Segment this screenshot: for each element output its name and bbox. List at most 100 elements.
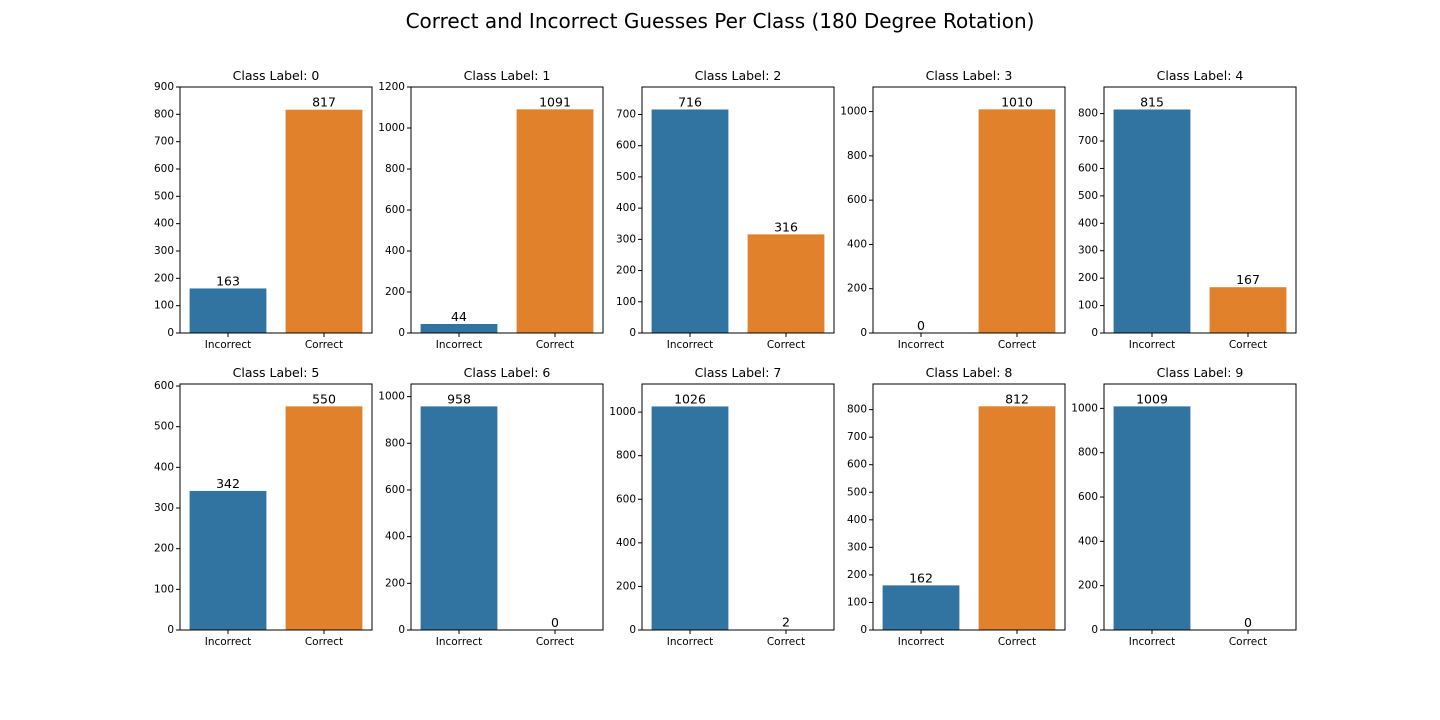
chart-5-bar-correct [285, 406, 363, 630]
chart-7-ytick-label-4: 800 [616, 450, 636, 462]
chart-4-ytick-label-4: 400 [1078, 217, 1098, 229]
chart-7-xtick-label-1: Correct [767, 636, 805, 648]
chart-1-xtick-label-0: Incorrect [436, 339, 483, 351]
chart-6-xtick-label-0: Incorrect [436, 636, 483, 648]
chart-4-bar-correct [1209, 287, 1287, 333]
chart-4-ytick-label-8: 800 [1078, 108, 1098, 120]
chart-4-xtick-label-1: Correct [1229, 339, 1267, 351]
chart-6-bar-incorrect [420, 406, 498, 630]
chart-3-title: Class Label: 3 [926, 68, 1013, 83]
chart-1-title: Class Label: 1 [464, 68, 551, 83]
chart-5-ytick-label-4: 400 [154, 461, 174, 473]
chart-8-bar-correct [978, 406, 1056, 630]
chart-8-ytick-label-1: 100 [847, 596, 867, 608]
chart-3-ytick-label-4: 800 [847, 150, 867, 162]
chart-9-ytick-label-3: 600 [1078, 491, 1098, 503]
chart-3-ytick-label-2: 400 [847, 238, 867, 250]
chart-2-frame [641, 86, 835, 334]
chart-2-xtick-label-1: Correct [767, 339, 805, 351]
chart-3-ytick-label-3: 600 [847, 194, 867, 206]
chart-6-ytick-label-3: 600 [385, 484, 405, 496]
chart-5-ytick-label-3: 300 [154, 502, 174, 514]
chart-2-bar-incorrect [651, 109, 729, 333]
chart-0-ytick-label-4: 400 [154, 218, 174, 230]
chart-0-bar-incorrect [189, 288, 267, 333]
chart-6-ytick-label-4: 800 [385, 437, 405, 449]
chart-4-xtick-label-0: Incorrect [1129, 339, 1176, 351]
chart-8-ytick-label-6: 600 [847, 459, 867, 471]
chart-0-xtick-label-1: Correct [305, 339, 343, 351]
chart-0-data-label-1: 817 [312, 95, 336, 110]
chart-0-data-label-0: 163 [216, 273, 240, 288]
chart-2-ytick-label-0: 0 [629, 327, 636, 339]
chart-1-data-label-0: 44 [451, 309, 467, 324]
chart-7-ytick-label-5: 1000 [609, 406, 636, 418]
chart-5-frame [179, 383, 373, 631]
chart-9-ytick-label-0: 0 [1091, 624, 1098, 636]
chart-5-ytick-label-0: 0 [167, 624, 174, 636]
chart-5-ytick-label-6: 600 [154, 380, 174, 392]
chart-2-ytick-label-6: 600 [616, 140, 636, 152]
chart-1-bar-correct [516, 109, 594, 333]
chart-3-frame [872, 86, 1066, 334]
chart-0-ytick-label-7: 700 [154, 136, 174, 148]
chart-3-ytick-label-5: 1000 [840, 106, 867, 118]
chart-1-ytick-label-6: 1200 [378, 81, 405, 93]
chart-5-xtick-label-0: Incorrect [205, 636, 252, 648]
chart-8-xtick-label-0: Incorrect [898, 636, 945, 648]
chart-6-ytick-label-1: 200 [385, 577, 405, 589]
chart-1-frame [410, 86, 604, 334]
chart-7-xtick-label-0: Incorrect [667, 636, 714, 648]
chart-9-xtick-label-0: Incorrect [1129, 636, 1176, 648]
chart-5-data-label-1: 550 [312, 391, 336, 406]
chart-0-ytick-label-6: 600 [154, 163, 174, 175]
chart-4-ytick-label-7: 700 [1078, 135, 1098, 147]
chart-4-data-label-0: 815 [1140, 94, 1164, 109]
chart-0-ytick-label-9: 900 [154, 81, 174, 93]
chart-7-bar-incorrect [651, 406, 729, 630]
chart-1-ytick-label-3: 600 [385, 204, 405, 216]
chart-6-ytick-label-0: 0 [398, 624, 405, 636]
chart-3-xtick-label-0: Incorrect [898, 339, 945, 351]
chart-2-data-label-0: 716 [678, 94, 702, 109]
chart-4-title: Class Label: 4 [1157, 68, 1244, 83]
chart-2-ytick-label-4: 400 [616, 202, 636, 214]
chart-7-ytick-label-2: 400 [616, 537, 636, 549]
chart-0-bar-correct [285, 109, 363, 333]
chart-1-ytick-label-5: 1000 [378, 122, 405, 134]
chart-8-ytick-label-7: 700 [847, 431, 867, 443]
chart-7-data-label-0: 1026 [674, 391, 706, 406]
chart-title: Correct and Incorrect Guesses Per Class … [405, 9, 1035, 33]
chart-3-data-label-1: 1010 [1001, 94, 1033, 109]
chart-4-ytick-label-5: 500 [1078, 190, 1098, 202]
chart-1-data-label-1: 1091 [539, 94, 571, 109]
chart-0-title: Class Label: 0 [233, 68, 320, 83]
chart-6-title: Class Label: 6 [464, 365, 551, 380]
chart-2-ytick-label-5: 500 [616, 171, 636, 183]
chart-4-frame [1103, 86, 1297, 334]
chart-8-data-label-0: 162 [909, 570, 933, 585]
chart-9-xtick-label-1: Correct [1229, 636, 1267, 648]
chart-7-ytick-label-3: 600 [616, 493, 636, 505]
chart-3-data-label-0: 0 [917, 318, 925, 333]
chart-4-data-label-1: 167 [1236, 272, 1260, 287]
chart-5-xtick-label-1: Correct [305, 636, 343, 648]
chart-6-ytick-label-2: 400 [385, 531, 405, 543]
chart-5-title: Class Label: 5 [233, 365, 320, 380]
chart-9-data-label-0: 1009 [1136, 391, 1168, 406]
chart-6-data-label-0: 958 [447, 391, 471, 406]
chart-4-bar-incorrect [1113, 109, 1191, 333]
chart-3-xtick-label-1: Correct [998, 339, 1036, 351]
chart-0-xtick-label-0: Incorrect [205, 339, 252, 351]
chart-0-ytick-label-0: 0 [167, 327, 174, 339]
chart-9-frame [1103, 383, 1297, 631]
chart-6-ytick-label-5: 1000 [378, 391, 405, 403]
chart-4-ytick-label-0: 0 [1091, 327, 1098, 339]
chart-4-ytick-label-6: 600 [1078, 162, 1098, 174]
chart-9-ytick-label-2: 400 [1078, 535, 1098, 547]
chart-8-bar-incorrect [882, 585, 960, 630]
chart-8-ytick-label-8: 800 [847, 404, 867, 416]
chart-7-ytick-label-0: 0 [629, 624, 636, 636]
chart-0-frame [179, 86, 373, 334]
